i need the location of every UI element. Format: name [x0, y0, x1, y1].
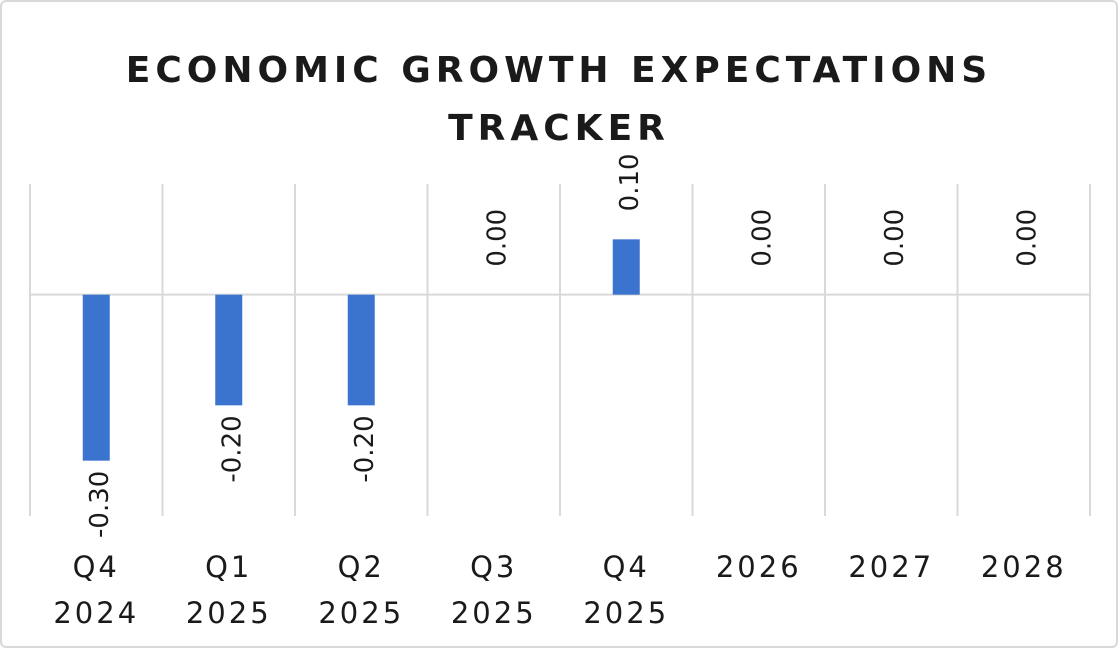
- data-label: 0.10: [615, 153, 645, 211]
- data-label: -0.30: [85, 471, 115, 538]
- data-label: -0.20: [218, 415, 248, 482]
- bar: [347, 294, 375, 406]
- x-tick-label: 2028: [981, 550, 1067, 584]
- data-label: 0.00: [880, 209, 910, 267]
- x-tick-label: Q1 2025: [186, 550, 272, 630]
- x-tick-label: Q4 2025: [583, 550, 669, 630]
- bar: [82, 294, 110, 461]
- bar: [215, 294, 243, 406]
- x-tick-label: Q2 2025: [318, 550, 404, 630]
- x-tick-label: 2027: [848, 550, 934, 584]
- chart-title: ECONOMIC GROWTH EXPECTATIONS TRACKER: [125, 50, 993, 149]
- x-tick-label: Q4 2024: [53, 550, 139, 630]
- data-label: 0.00: [483, 209, 513, 267]
- data-label: 0.00: [748, 209, 778, 267]
- data-label: -0.20: [350, 415, 380, 482]
- x-tick-label: 2026: [716, 550, 802, 584]
- data-label: 0.00: [1013, 209, 1043, 267]
- bar: [612, 239, 640, 295]
- x-tick-label: Q3 2025: [451, 550, 537, 630]
